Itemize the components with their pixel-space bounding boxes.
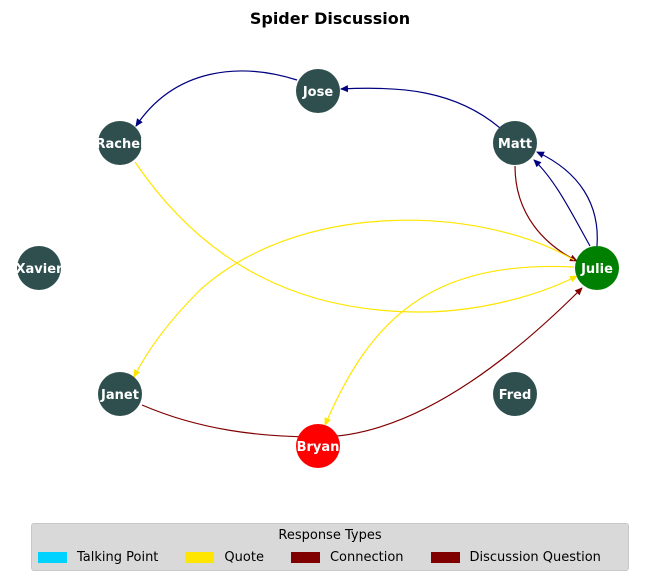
node-label-xavier: Xavier (16, 262, 64, 277)
nodes-layer: Jose Rachel Matt Xavier Julie Janet Fred (16, 69, 619, 468)
diagram-title: Spider Discussion (250, 9, 410, 28)
legend-swatch-discussion-question (430, 552, 460, 563)
node-label-bryan: Bryan (297, 440, 340, 455)
node-label-jose: Jose (302, 85, 334, 100)
edge-rachel-julie (134, 161, 578, 313)
node-label-fred: Fred (499, 388, 532, 403)
legend-label-talking-point: Talking Point (77, 550, 159, 565)
node-label-julie: Julie (580, 262, 613, 277)
node-label-janet: Janet (100, 388, 139, 403)
legend-swatch-connection (290, 552, 320, 563)
node-rachel[interactable]: Rachel (95, 121, 145, 165)
edge-matt-julie (514, 165, 578, 262)
node-jose[interactable]: Jose (296, 69, 340, 113)
edge-julie-matt-outer (536, 151, 598, 247)
node-julie[interactable]: Julie (575, 246, 619, 290)
legend-item-talking-point: Talking Point (38, 550, 158, 565)
edge-julie-bryan (324, 265, 575, 426)
node-bryan[interactable]: Bryan (296, 424, 340, 468)
edge-matt-jose (340, 85, 501, 129)
legend: Response Types Talking Point Quote Conne… (31, 523, 629, 571)
legend-label-discussion-question: Discussion Question (469, 550, 601, 565)
edge-jose-rachel (135, 70, 298, 127)
legend-label-connection: Connection (329, 550, 404, 565)
legend-swatch-talking-point (38, 552, 67, 563)
edge-julie-matt-inner (533, 159, 591, 247)
legend-title: Response Types (278, 528, 382, 543)
node-janet[interactable]: Janet (98, 372, 142, 416)
edge-julie-janet (133, 219, 575, 378)
legend-swatch-quote (185, 552, 215, 563)
node-fred[interactable]: Fred (493, 372, 537, 416)
legend-item-discussion-question: Discussion Question (430, 550, 601, 565)
node-label-matt: Matt (498, 137, 532, 152)
node-matt[interactable]: Matt (493, 121, 537, 165)
legend-label-quote: Quote (224, 550, 264, 565)
legend-item-connection: Connection (290, 550, 404, 565)
legend-item-quote: Quote (185, 550, 264, 565)
node-label-rachel: Rachel (95, 137, 144, 152)
node-xavier[interactable]: Xavier (16, 246, 64, 290)
legend-items: Talking Point Quote Connection Discussio… (38, 550, 601, 565)
spider-diagram: Spider Discussion Jose Rachel Matt (16, 9, 619, 468)
